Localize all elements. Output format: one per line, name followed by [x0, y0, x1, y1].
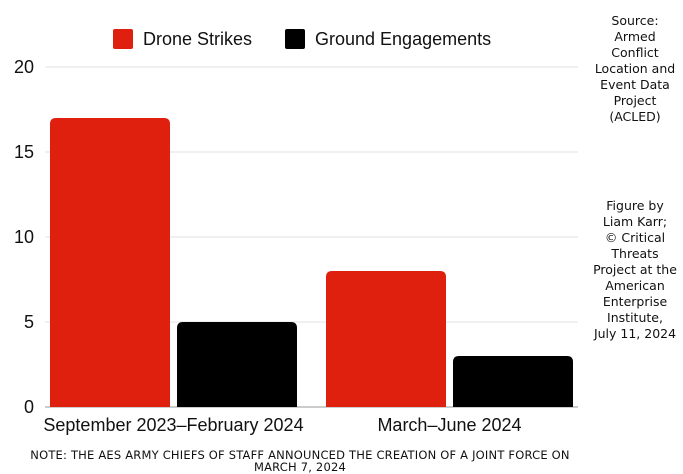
y-tick-label: 5 — [24, 312, 34, 332]
x-category-label: March–June 2024 — [377, 415, 521, 435]
bar-ground-engagements — [177, 322, 297, 407]
bar-drone-strikes — [50, 118, 170, 407]
y-tick-label: 10 — [14, 227, 34, 247]
x-axis-labels: September 2023–February 2024 March–June 2… — [43, 415, 521, 435]
y-tick-label: 15 — [14, 142, 34, 162]
legend-swatch — [285, 29, 305, 49]
bar-ground-engagements — [453, 356, 573, 407]
y-tick-label: 0 — [24, 397, 34, 417]
legend: Drone Strikes Ground Engagements — [113, 29, 491, 49]
credit-note: Figure by Liam Karr; © Critical Threats … — [593, 198, 677, 341]
source-note: Source: Armed Conflict Location and Even… — [594, 13, 676, 124]
y-axis: 0 5 10 15 20 — [14, 57, 34, 417]
bar-drone-strikes — [326, 271, 446, 407]
x-category-label: September 2023–February 2024 — [43, 415, 303, 435]
legend-label: Ground Engagements — [315, 29, 491, 49]
footnote: NOTE: THE AES ARMY CHIEFS OF STAFF ANNOU… — [30, 448, 570, 474]
bars — [50, 118, 573, 407]
y-tick-label: 20 — [14, 57, 34, 77]
legend-swatch — [113, 29, 133, 49]
legend-label: Drone Strikes — [143, 29, 252, 49]
